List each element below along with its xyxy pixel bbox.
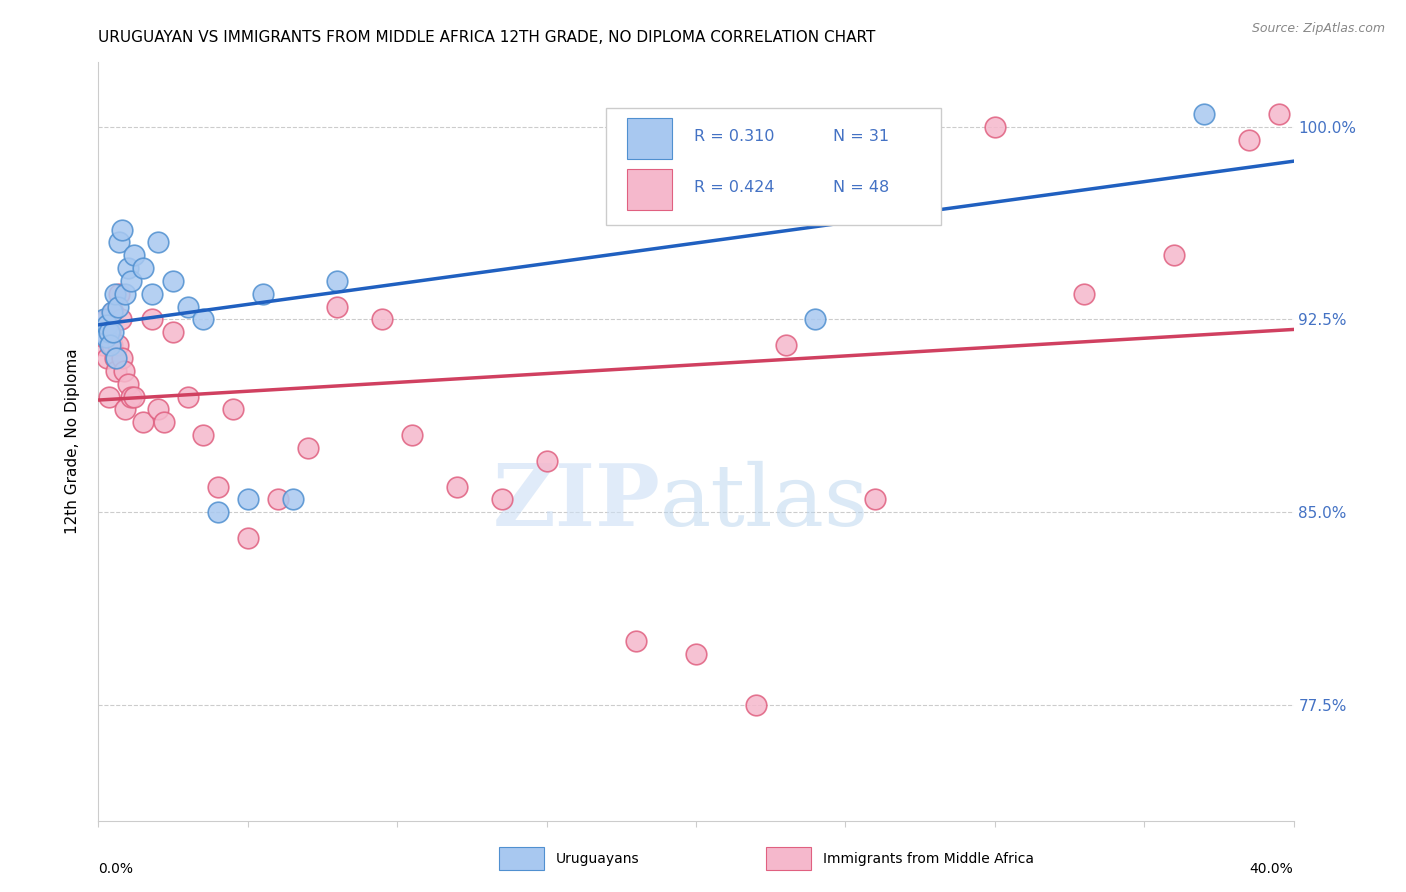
Point <box>107 300 129 314</box>
Point <box>177 300 200 314</box>
Point <box>162 274 184 288</box>
Point <box>865 492 887 507</box>
Point <box>536 454 558 468</box>
Bar <box>627 118 672 160</box>
Point <box>148 402 170 417</box>
Point <box>685 120 707 134</box>
Text: 0.0%: 0.0% <box>98 863 134 876</box>
Point <box>236 492 259 507</box>
Point <box>96 318 118 332</box>
Text: N = 31: N = 31 <box>834 129 890 145</box>
Text: ZIP: ZIP <box>492 460 661 544</box>
Point <box>252 286 274 301</box>
Point <box>207 479 229 493</box>
Text: 40.0%: 40.0% <box>1250 863 1294 876</box>
Point <box>124 390 146 404</box>
Point <box>112 364 135 378</box>
Point <box>326 300 349 314</box>
Point <box>132 415 155 429</box>
Point <box>104 286 127 301</box>
Text: R = 0.424: R = 0.424 <box>693 180 775 195</box>
Point <box>162 326 184 340</box>
Point <box>207 505 229 519</box>
Point <box>96 351 118 365</box>
Point <box>491 492 513 507</box>
Y-axis label: 12th Grade, No Diploma: 12th Grade, No Diploma <box>65 349 80 534</box>
Point <box>90 326 112 340</box>
Point <box>114 402 136 417</box>
Point <box>401 428 423 442</box>
Point <box>105 364 128 378</box>
Point <box>141 286 163 301</box>
Point <box>108 235 131 250</box>
Point <box>98 326 122 340</box>
Point <box>104 351 127 365</box>
Point <box>93 330 115 344</box>
Point <box>446 479 468 493</box>
Point <box>120 274 142 288</box>
Point <box>222 402 245 417</box>
Point <box>103 304 125 318</box>
Point <box>141 312 163 326</box>
FancyBboxPatch shape <box>606 108 941 226</box>
Point <box>117 376 139 391</box>
Point <box>91 326 114 340</box>
Point <box>1192 107 1215 121</box>
Point <box>1073 286 1095 301</box>
Point <box>132 261 155 276</box>
Point <box>98 338 122 352</box>
Point <box>1237 132 1260 146</box>
Point <box>297 441 319 455</box>
Point <box>94 312 117 326</box>
Point <box>117 261 139 276</box>
Point <box>101 338 124 352</box>
Point <box>91 338 114 352</box>
Point <box>1267 107 1289 121</box>
Point <box>326 274 349 288</box>
Text: URUGUAYAN VS IMMIGRANTS FROM MIDDLE AFRICA 12TH GRADE, NO DIPLOMA CORRELATION CH: URUGUAYAN VS IMMIGRANTS FROM MIDDLE AFRI… <box>98 29 876 45</box>
Point <box>124 248 146 262</box>
Point <box>804 312 827 326</box>
Text: R = 0.310: R = 0.310 <box>693 129 775 145</box>
Point <box>626 633 648 648</box>
Point <box>101 304 124 318</box>
Point <box>120 390 142 404</box>
Point <box>267 492 290 507</box>
Point <box>105 351 128 365</box>
Point <box>153 415 176 429</box>
Point <box>94 330 117 344</box>
Point <box>103 326 125 340</box>
Text: Source: ZipAtlas.com: Source: ZipAtlas.com <box>1251 22 1385 36</box>
Text: atlas: atlas <box>661 460 869 544</box>
Point <box>984 120 1007 134</box>
Text: Uruguayans: Uruguayans <box>555 852 638 865</box>
Text: Immigrants from Middle Africa: Immigrants from Middle Africa <box>823 852 1033 865</box>
Point <box>177 390 200 404</box>
Bar <box>627 169 672 211</box>
Point <box>107 338 129 352</box>
Point <box>281 492 304 507</box>
Point <box>148 235 170 250</box>
Text: N = 48: N = 48 <box>834 180 890 195</box>
Point <box>191 428 214 442</box>
Point <box>93 312 115 326</box>
Point <box>114 286 136 301</box>
Point <box>191 312 214 326</box>
Point <box>775 338 797 352</box>
Point <box>110 312 132 326</box>
Point <box>108 286 131 301</box>
Point <box>685 647 707 661</box>
Point <box>111 351 134 365</box>
Point <box>371 312 394 326</box>
Point <box>97 390 120 404</box>
Point <box>1163 248 1185 262</box>
Point <box>236 531 259 545</box>
Point <box>97 326 120 340</box>
Point <box>111 222 134 236</box>
Point <box>745 698 768 712</box>
